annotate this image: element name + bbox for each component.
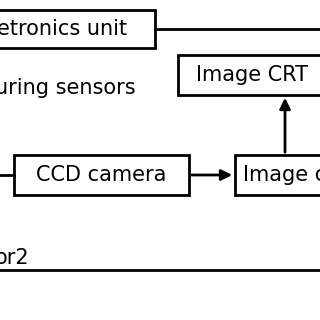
Bar xyxy=(0,10,155,48)
Text: or2: or2 xyxy=(0,248,30,268)
Bar xyxy=(235,155,320,195)
Text: Image c: Image c xyxy=(244,165,320,185)
Text: uring sensors: uring sensors xyxy=(0,78,136,98)
Text: CCD camera: CCD camera xyxy=(36,165,167,185)
Text: Image CRT: Image CRT xyxy=(196,65,308,85)
Bar xyxy=(14,155,189,195)
Text: etronics unit: etronics unit xyxy=(0,19,128,39)
Bar xyxy=(178,55,320,95)
